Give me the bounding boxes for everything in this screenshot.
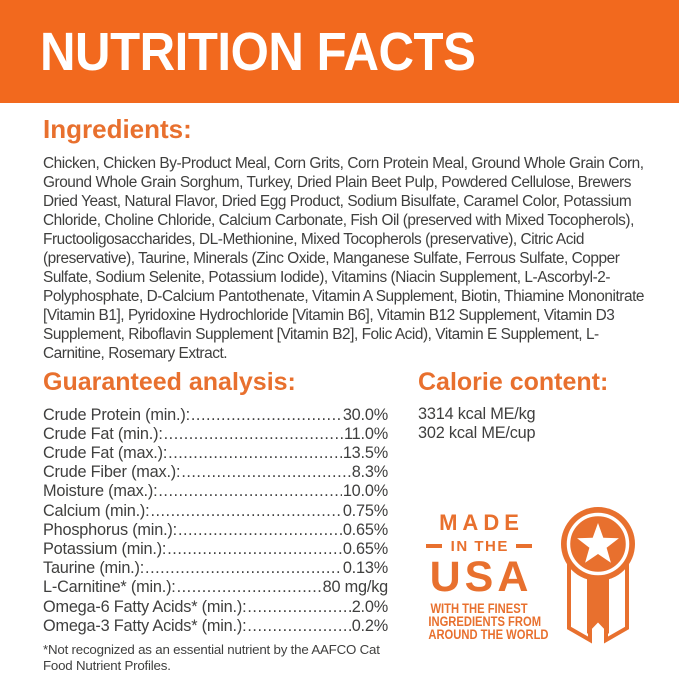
analysis-value: 10.0% — [342, 482, 388, 501]
right-column: Calorie content: 3314 kcal ME/kg 302 kca… — [418, 368, 649, 675]
analysis-value: 0.2% — [351, 616, 389, 635]
analysis-row: Omega-6 Fatty Acids* (min.): 2.0% — [43, 598, 388, 617]
leader-dots — [150, 502, 341, 521]
analysis-footnote: *Not recognized as an essential nutrient… — [43, 641, 380, 674]
badge-usa-text: USA — [429, 552, 533, 601]
analysis-row: Taurine (min.): 0.13% — [43, 559, 388, 578]
leader-dots — [181, 463, 350, 482]
analysis-row: Crude Fiber (max.): 8.3% — [43, 463, 388, 482]
ingredients-text: Chicken, Chicken By-Product Meal, Corn G… — [43, 155, 645, 362]
analysis-value: 30.0% — [342, 405, 388, 424]
leader-dots — [247, 617, 350, 636]
made-in-usa-badge: MADE IN THE USA WITH THE FINEST INGREDIE… — [418, 504, 649, 651]
analysis-row: Calcium (min.): 0.75% — [43, 502, 388, 521]
analysis-value: 80 mg/kg — [322, 578, 389, 597]
analysis-row: Crude Protein (min.): 30.0% — [43, 406, 388, 425]
analysis-row: L-Carnitine* (min.): 80 mg/kg — [43, 578, 388, 597]
analysis-row: Crude Fat (max.): 13.5% — [43, 444, 388, 463]
badge-in-the-row: IN THE — [418, 539, 540, 554]
dash-icon — [515, 543, 532, 549]
analysis-row: Moisture (max.): 10.0% — [43, 482, 388, 501]
award-medal-ribbon-icon — [556, 504, 640, 651]
analysis-value: 0.65% — [342, 539, 388, 558]
leader-dots — [167, 540, 342, 559]
ingredients-heading: Ingredients: — [43, 114, 192, 144]
analysis-label: Crude Fat (min.): — [43, 424, 163, 443]
analysis-row: Potassium (min.): 0.65% — [43, 540, 388, 559]
analysis-value: 0.13% — [342, 559, 388, 578]
analysis-row: Crude Fat (min.): 11.0% — [43, 425, 388, 444]
analysis-label: Potassium (min.): — [43, 539, 167, 558]
analysis-label: Crude Fat (max.): — [43, 443, 168, 462]
guaranteed-analysis-section: Guaranteed analysis: Crude Protein (min.… — [43, 368, 388, 675]
badge-in-the-text: IN THE — [450, 537, 509, 555]
dash-icon — [426, 543, 443, 549]
leader-dots — [191, 406, 342, 425]
analysis-label: Phosphorus (min.): — [43, 520, 177, 539]
calorie-per-kg: 3314 kcal ME/kg — [418, 404, 536, 423]
analysis-label: Calcium (min.): — [43, 501, 150, 520]
analysis-value: 8.3% — [351, 463, 389, 482]
calorie-per-cup: 302 kcal ME/cup — [418, 424, 536, 442]
analysis-row: Phosphorus (min.): 0.65% — [43, 521, 388, 540]
analysis-value: 0.65% — [342, 520, 388, 539]
analysis-value: 0.75% — [342, 501, 388, 520]
analysis-value: 11.0% — [344, 424, 388, 443]
page-title: NUTRITION FACTS — [40, 21, 476, 82]
analysis-table: Crude Protein (min.): 30.0% Crude Fat (mi… — [43, 406, 388, 636]
leader-dots — [177, 578, 322, 597]
leader-dots — [178, 521, 342, 540]
badge-tagline: WITH THE FINEST INGREDIENTS FROM AROUND … — [418, 601, 549, 642]
calorie-values: 3314 kcal ME/kg 302 kcal ME/cup — [418, 405, 649, 444]
leader-dots — [164, 425, 343, 444]
leader-dots — [247, 598, 350, 617]
analysis-value: 13.5% — [342, 443, 388, 462]
analysis-label: L-Carnitine* (min.): — [43, 578, 176, 597]
badge-made-text: MADE — [439, 509, 524, 535]
calorie-content-heading: Calorie content: — [418, 368, 609, 396]
badge-tagline-line-3: AROUND THE WORLD — [428, 626, 549, 642]
guaranteed-analysis-heading: Guaranteed analysis: — [43, 368, 296, 396]
analysis-label: Omega-3 Fatty Acids* (min.): — [43, 616, 247, 635]
leader-dots — [168, 444, 342, 463]
leader-dots — [145, 559, 342, 578]
header-bar: NUTRITION FACTS — [0, 0, 679, 103]
analysis-label: Moisture (max.): — [43, 482, 158, 501]
badge-tagline-line-1: WITH THE FINEST — [430, 601, 528, 617]
made-in-usa-text-block: MADE IN THE USA WITH THE FINEST INGREDIE… — [418, 504, 549, 642]
analysis-label: Omega-6 Fatty Acids* (min.): — [43, 597, 247, 616]
label-content: Ingredients: Chicken, Chicken By-Product… — [43, 103, 649, 679]
lower-columns: Guaranteed analysis: Crude Protein (min.… — [43, 368, 649, 675]
analysis-label: Crude Protein (min.): — [43, 405, 190, 424]
badge-tagline-line-2: INGREDIENTS FROM — [428, 613, 542, 629]
star-icon — [577, 522, 619, 563]
analysis-row: Omega-3 Fatty Acids* (min.): 0.2% — [43, 617, 388, 636]
leader-dots — [158, 482, 341, 501]
analysis-label: Crude Fiber (max.): — [43, 463, 181, 482]
analysis-label: Taurine (min.): — [43, 559, 145, 578]
analysis-value: 2.0% — [351, 597, 389, 616]
